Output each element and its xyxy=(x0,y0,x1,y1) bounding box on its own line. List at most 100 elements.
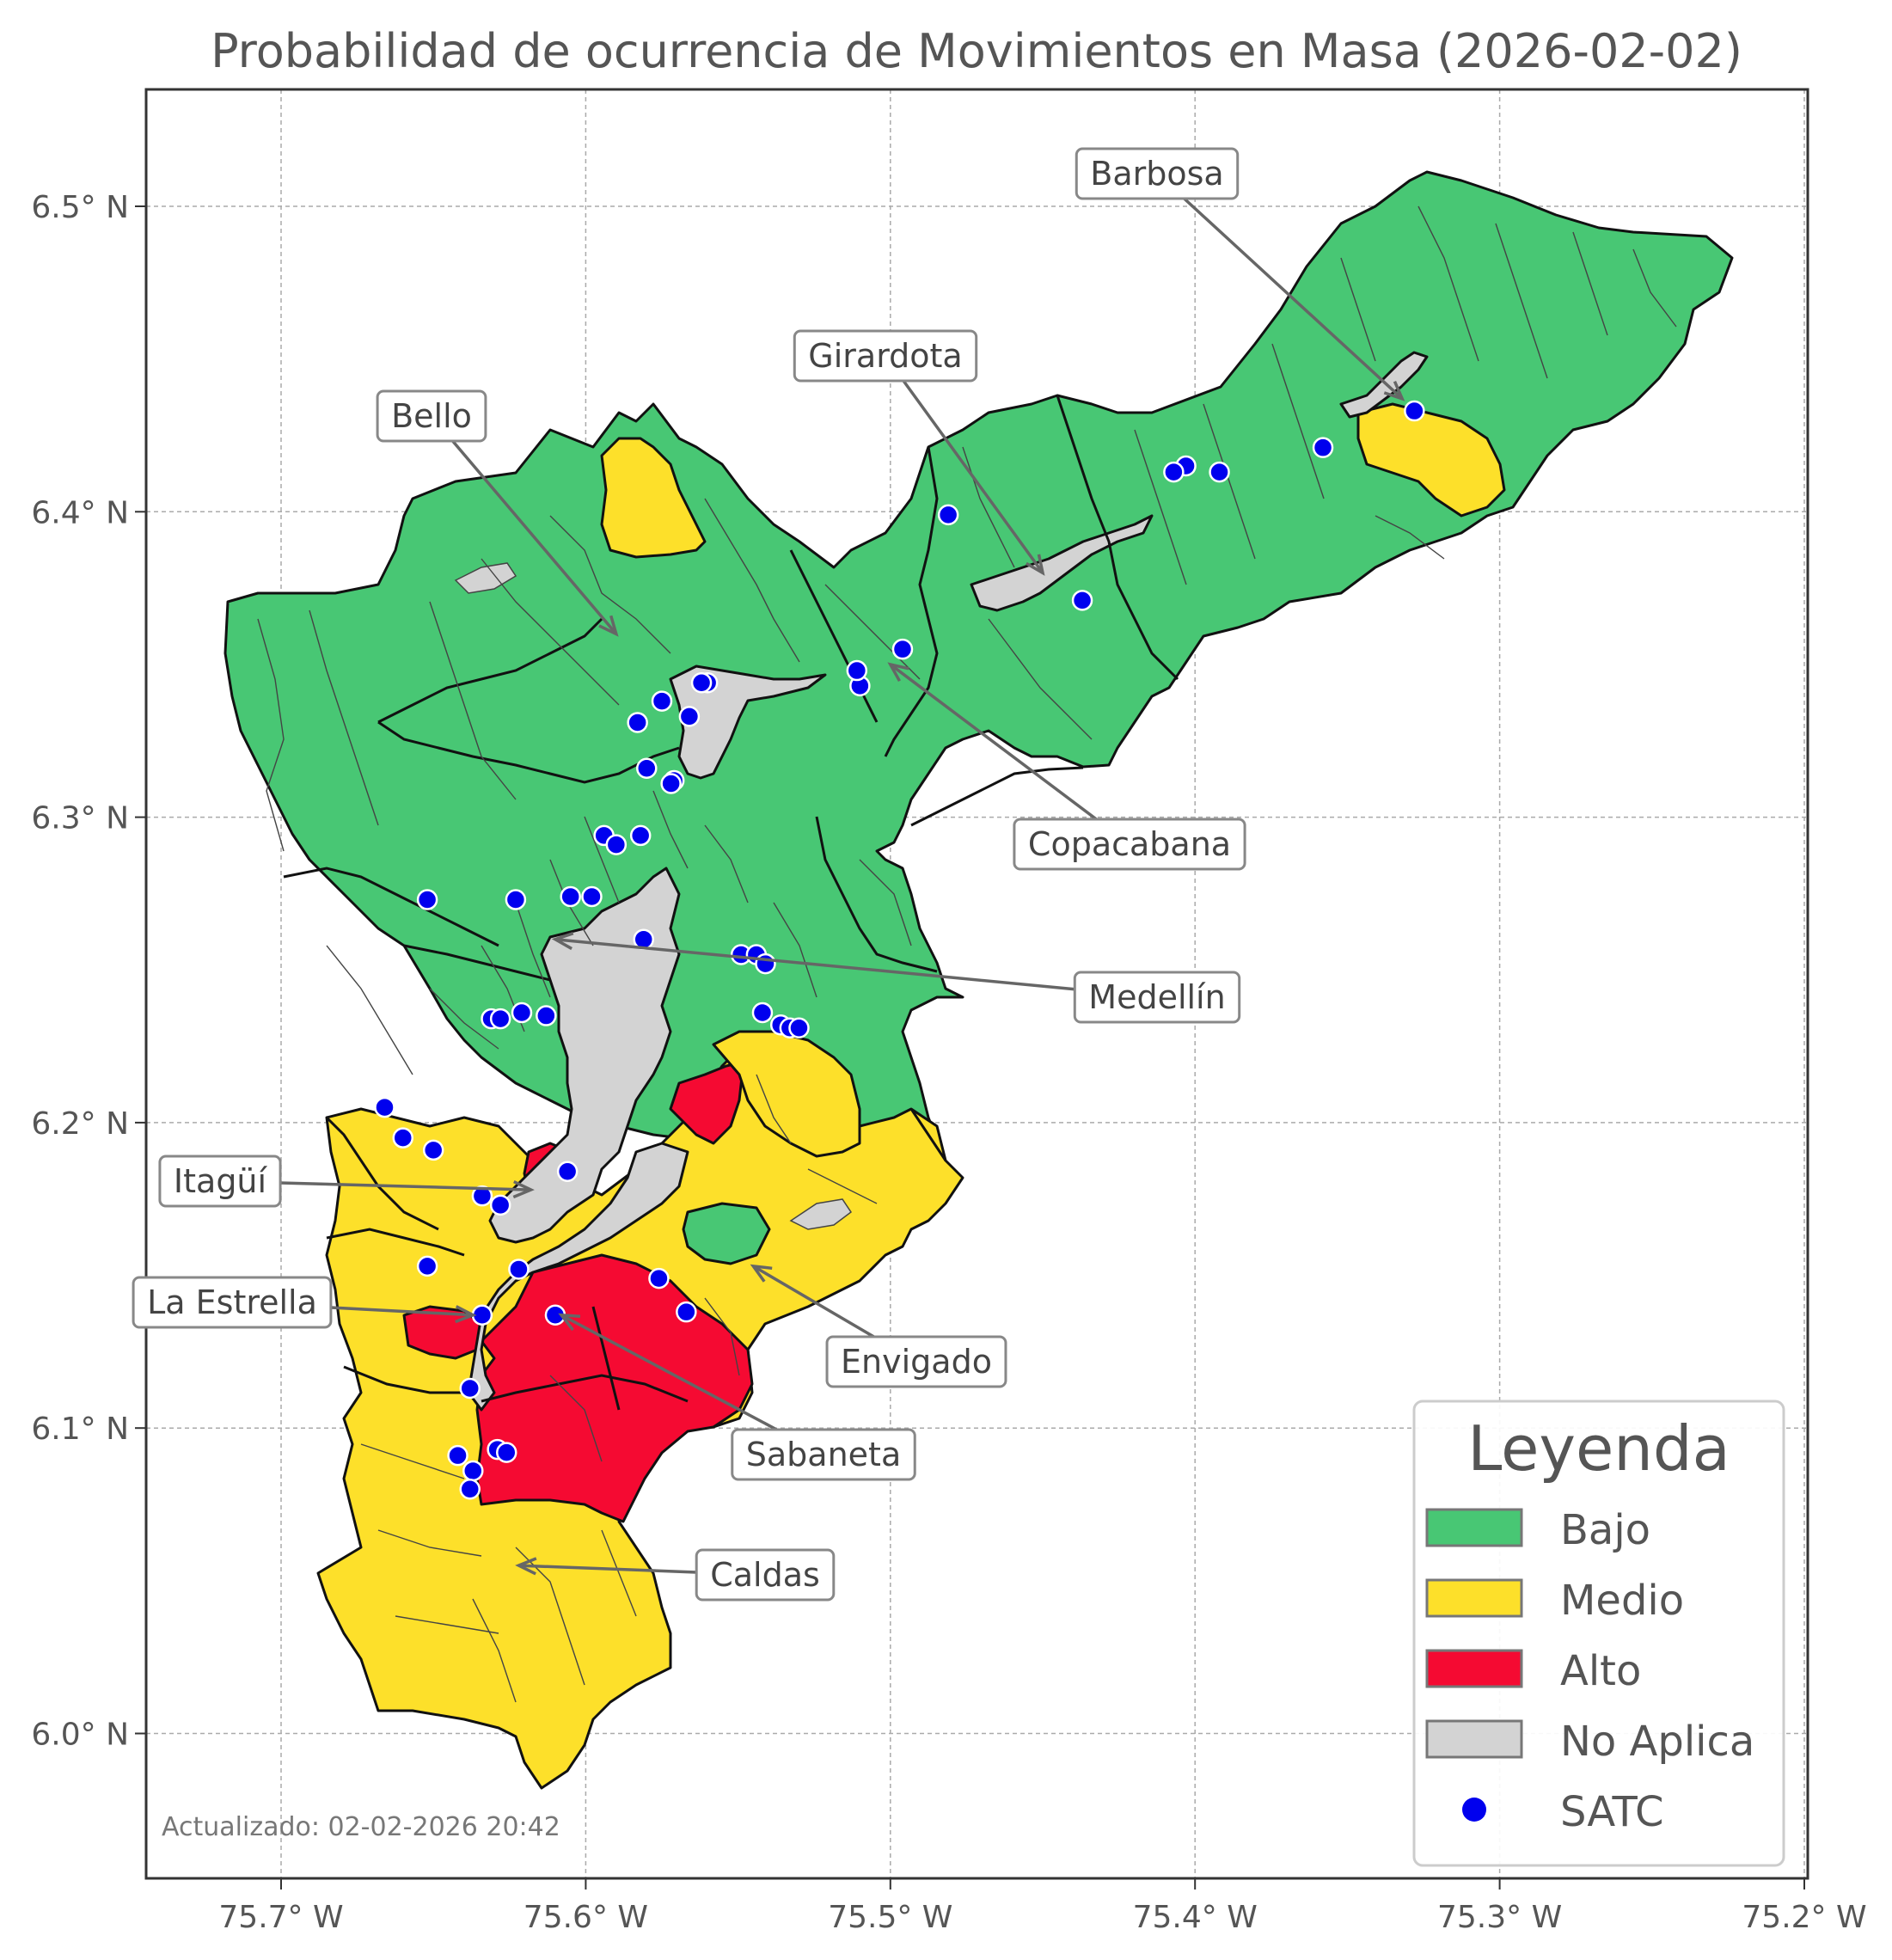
legend-swatch xyxy=(1425,1719,1523,1759)
satc-station-marker xyxy=(508,1259,530,1280)
satc-station-marker xyxy=(676,1301,697,1323)
satc-station-marker xyxy=(846,659,868,682)
satc-station-marker xyxy=(489,1008,511,1030)
svg-text:Copacabana: Copacabana xyxy=(1028,825,1231,863)
callout-envigado: Envigado xyxy=(750,1264,1007,1388)
satc-station-marker xyxy=(648,1267,670,1289)
legend-item-bajo: Bajo xyxy=(1425,1506,1650,1554)
legend-item-satc: SATC xyxy=(1462,1788,1664,1836)
satc-station-marker xyxy=(1163,461,1185,483)
satc-station-marker xyxy=(511,1001,533,1024)
x-tick-label: 75.2° W xyxy=(1742,1900,1866,1935)
legend-swatch xyxy=(1425,1508,1523,1547)
legend-item-label: No Aplica xyxy=(1560,1718,1754,1766)
satc-station-marker xyxy=(1071,590,1093,611)
region-no-aplica-patch xyxy=(454,562,517,594)
region-bajo-envigado xyxy=(682,1202,771,1265)
satc-station-marker xyxy=(605,834,628,855)
satc-station-marker xyxy=(459,1377,481,1400)
satc-station-marker xyxy=(471,1185,493,1207)
satc-station-marker xyxy=(374,1096,395,1118)
callout-copacabana: Copacabana xyxy=(887,662,1246,871)
satc-station-marker xyxy=(447,1444,468,1467)
callout-barbosa: Barbosa xyxy=(1075,147,1405,401)
satc-station-marker xyxy=(581,885,603,908)
callout-la-estrella: La Estrella xyxy=(132,1276,477,1329)
satc-station-marker xyxy=(392,1127,414,1148)
callout-bello: Bello xyxy=(376,389,619,637)
updated-timestamp: Actualizado: 02-02-2026 20:42 xyxy=(162,1812,560,1842)
satc-station-marker xyxy=(1209,461,1230,483)
legend-item-label: Medio xyxy=(1560,1577,1684,1625)
legend-item-no-aplica: No Aplica xyxy=(1425,1718,1754,1766)
callout-itag-: Itagüí xyxy=(158,1155,535,1208)
legend-item-label: SATC xyxy=(1560,1788,1664,1836)
satc-station-marker xyxy=(560,885,581,908)
legend-item-alto: Alto xyxy=(1425,1647,1641,1695)
satc-station-marker xyxy=(636,757,658,780)
satc-station-marker xyxy=(891,638,914,660)
satc-station-marker xyxy=(416,889,438,910)
satc-station-marker xyxy=(629,824,652,847)
satc-station-marker xyxy=(422,1139,444,1161)
map-frame xyxy=(144,88,1809,1880)
satc-station-marker xyxy=(788,1017,810,1039)
svg-text:La Estrella: La Estrella xyxy=(147,1283,317,1321)
vereda-borders xyxy=(257,205,1677,1703)
legend-title: Leyenda xyxy=(1467,1412,1730,1485)
satc-station-marker xyxy=(937,504,959,526)
region-alto-envigado xyxy=(669,1060,745,1145)
svg-text:Barbosa: Barbosa xyxy=(1090,155,1223,193)
legend-swatch xyxy=(1425,1649,1523,1688)
svg-text:Envigado: Envigado xyxy=(841,1343,992,1381)
satc-station-marker xyxy=(690,672,713,694)
map-title: Probabilidad de ocurrencia de Movimiento… xyxy=(211,24,1742,78)
satc-station-marker xyxy=(505,889,527,910)
satc-station-marker xyxy=(755,952,776,975)
legend-item-label: Alto xyxy=(1560,1647,1641,1695)
callout-caldas: Caldas xyxy=(515,1548,836,1602)
satc-station-marker xyxy=(496,1442,517,1463)
callout-girardota: Girardota xyxy=(793,329,1045,576)
y-tick-label: 6.1° N xyxy=(31,1412,129,1447)
region-medio-barbosa xyxy=(1356,402,1506,518)
municipal-borders xyxy=(283,395,1179,1411)
satc-station-marker xyxy=(416,1255,438,1277)
legend-item-label: Bajo xyxy=(1560,1506,1650,1554)
satc-station-marker xyxy=(459,1479,481,1500)
axis-ticks: 75.7° W 75.6° W 75.5° W 75.4° W 75.3° W 75.2°… xyxy=(31,190,1866,1935)
satc-station-marker xyxy=(651,690,673,712)
x-tick-label: 75.6° W xyxy=(524,1900,648,1935)
callout-medell-n: Medellín xyxy=(551,932,1241,1024)
y-tick-label: 6.4° N xyxy=(31,495,129,530)
satc-station-marker xyxy=(462,1460,484,1482)
legend-item-medio: Medio xyxy=(1425,1577,1684,1625)
x-tick-label: 75.4° W xyxy=(1133,1900,1258,1935)
svg-text:Caldas: Caldas xyxy=(710,1556,820,1594)
satc-station-marker xyxy=(660,773,682,794)
legend: Leyenda Bajo Medio Alto No Aplica SATC xyxy=(1412,1400,1785,1867)
region-no-aplica-corridor xyxy=(467,1142,689,1412)
legend-swatch xyxy=(1462,1798,1486,1822)
callout-sabaneta: Sabaneta xyxy=(558,1313,916,1481)
region-no-aplica-medellin xyxy=(488,867,681,1244)
satc-station-marker xyxy=(556,1161,579,1182)
y-tick-label: 6.0° N xyxy=(31,1718,129,1753)
satc-station-marker xyxy=(1404,400,1425,422)
svg-text:Sabaneta: Sabaneta xyxy=(746,1436,901,1473)
x-tick-label: 75.5° W xyxy=(828,1900,952,1935)
satc-station-marker xyxy=(1312,437,1334,458)
y-tick-label: 6.2° N xyxy=(31,1106,129,1142)
y-tick-label: 6.3° N xyxy=(31,801,129,836)
satc-station-marker xyxy=(536,1005,557,1026)
svg-text:Bello: Bello xyxy=(391,397,472,435)
region-no-aplica-bello xyxy=(669,665,827,780)
x-tick-label: 75.7° W xyxy=(218,1900,343,1935)
satc-station-marker xyxy=(751,1001,774,1024)
satc-stations xyxy=(374,400,1425,1500)
region-medio-north xyxy=(600,437,707,559)
svg-text:Itagüí: Itagüí xyxy=(174,1162,268,1200)
satc-station-marker xyxy=(678,706,701,727)
satc-station-marker xyxy=(627,712,648,733)
